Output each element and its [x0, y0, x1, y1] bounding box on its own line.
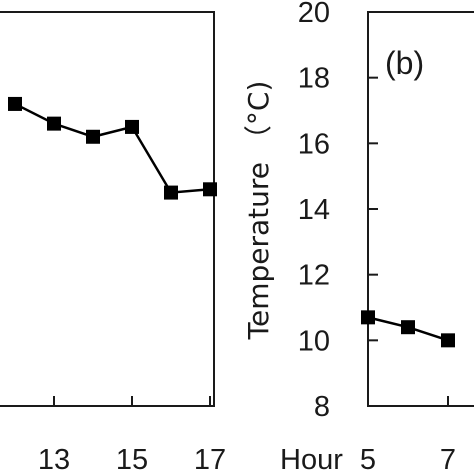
panel-b-y-tick-label: 14 [298, 194, 330, 226]
panel-a-data-point [8, 96, 22, 111]
panel-b-frame [367, 11, 474, 407]
panel-b-y-tick-label: 10 [298, 325, 330, 357]
panel-a-data-point [86, 129, 100, 144]
panel-b-x-axis-prefix: Hour [280, 444, 343, 474]
panel-a-series-line [14, 102, 211, 194]
panel-b-y-tick-label: 18 [298, 63, 330, 95]
panel-a-data-point [47, 116, 61, 131]
panel-b-label: (b) [385, 45, 424, 81]
panel-b-y-axis-label: Temperature （°C) [242, 81, 275, 341]
panel-a-markers [8, 96, 217, 200]
panel-a-x-tick-label: 17 [194, 444, 226, 474]
panel-b-y-tick-label: 8 [314, 391, 330, 423]
panel-a-x-axis: 13 15 17 [38, 396, 226, 474]
panel-b-y-tick-label: 16 [298, 128, 330, 160]
panel-a-x-tick-label: 13 [38, 444, 70, 474]
panel-a-data-point [203, 182, 217, 197]
panel-b-x-tick-label: 5 [360, 444, 376, 474]
panel-a-data-point [164, 185, 178, 200]
panel-b-y-axis: 8 10 12 14 16 18 20 [298, 0, 378, 423]
panel-a-x-tick-label: 15 [116, 444, 148, 474]
panel-b-markers [361, 310, 455, 348]
panel-b-data-point [361, 310, 375, 325]
panel-a-data-point [125, 119, 139, 134]
panel-a-frame [0, 11, 215, 407]
panel-a: 13 15 17 [0, 11, 226, 474]
panel-b-x-tick-label: 7 [440, 444, 456, 474]
panel-b-y-tick-label: 20 [298, 0, 330, 29]
panel-b-y-tick-label: 12 [298, 260, 330, 292]
panel-b-data-point [441, 333, 455, 348]
panel-b-data-point [401, 320, 415, 335]
